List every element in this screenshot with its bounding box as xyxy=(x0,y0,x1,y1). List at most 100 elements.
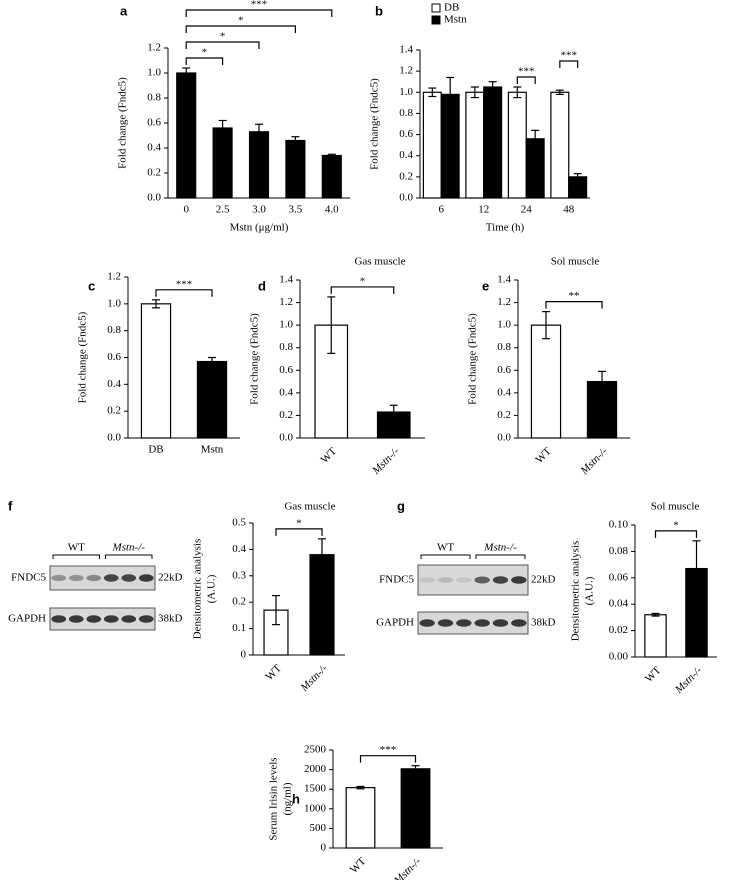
bar xyxy=(212,127,233,199)
y-axis-label: Fold change (Fndc5) xyxy=(77,311,89,403)
error-bar xyxy=(555,89,564,96)
blot-group-label: WT xyxy=(437,542,454,554)
significance-label: * xyxy=(238,15,244,27)
legend-label: Mstn xyxy=(444,14,467,26)
x-tick-label: Mstn xyxy=(201,444,224,456)
blot-strip xyxy=(49,607,156,631)
y-axis-label: Fold change (Fndc5) xyxy=(467,313,479,405)
significance-bracket xyxy=(275,528,323,536)
y-tick-label: 0.8 xyxy=(497,341,511,353)
bar xyxy=(644,614,667,658)
blot-protein-label: GAPDH xyxy=(8,613,46,625)
significance-label: *** xyxy=(380,744,397,756)
panel-label: d xyxy=(258,278,266,293)
significance-bracket xyxy=(654,530,698,538)
blot-group-label: Mstn-/- xyxy=(112,542,146,554)
error-bar xyxy=(573,173,582,181)
y-tick-label: 0.00 xyxy=(609,651,629,663)
y-tick-label: 0.0 xyxy=(497,432,511,444)
y-tick-label: 0.0 xyxy=(107,432,121,444)
blot-size-label: 22kD xyxy=(158,572,183,584)
x-tick-label: 0 xyxy=(183,204,189,216)
y-axis-label: Fold change (Fndc5) xyxy=(249,313,261,405)
chart-title: Gas muscle xyxy=(284,501,335,513)
blot-band xyxy=(456,577,472,583)
y-tick-label: 0.6 xyxy=(147,117,161,129)
error-bar xyxy=(291,136,300,145)
y-tick-label: 0.6 xyxy=(497,364,511,376)
significance-label: * xyxy=(296,517,302,529)
significance-bracket xyxy=(330,286,395,294)
blot-band xyxy=(511,576,527,584)
significance-label: *** xyxy=(251,0,268,11)
y-tick-label: 0.4 xyxy=(147,142,161,154)
blot-strip xyxy=(49,565,156,591)
y-tick-label: 0.8 xyxy=(399,107,413,119)
significance-bracket xyxy=(545,301,603,309)
blot-group-bracket xyxy=(420,554,471,559)
x-tick-label: 24 xyxy=(521,204,533,216)
chart-title: Sol muscle xyxy=(651,501,700,513)
panel-label: c xyxy=(88,278,95,293)
y-tick-label: 0.4 xyxy=(107,378,121,390)
blot-band xyxy=(511,619,527,627)
bar xyxy=(321,154,342,199)
y-tick-label: 0 xyxy=(241,649,247,661)
bar xyxy=(400,768,431,849)
x-tick-label: 48 xyxy=(563,204,575,216)
y-axis-label: Densitometric analysis xyxy=(192,539,204,640)
y-tick-label: 0.2 xyxy=(232,596,246,608)
bar xyxy=(176,72,197,199)
blot-band xyxy=(121,615,137,623)
x-tick-label: Mstn-/- xyxy=(370,445,402,477)
blot-band xyxy=(51,574,67,582)
y-tick-label: 1.4 xyxy=(399,44,413,56)
significance-bracket xyxy=(185,25,296,33)
error-bar xyxy=(692,540,701,597)
error-bar xyxy=(513,86,522,99)
blot-band xyxy=(456,619,472,627)
error-bar xyxy=(651,612,660,617)
y-tick-label: 0.4 xyxy=(497,386,511,398)
bar xyxy=(507,91,527,199)
x-axis-label: Mstn (μg/ml) xyxy=(230,222,289,234)
significance-bracket xyxy=(359,755,417,763)
blot-band xyxy=(437,619,454,627)
x-tick-label: 6 xyxy=(439,204,445,216)
y-tick-label: 0.0 xyxy=(279,432,293,444)
chart-title: Sol muscle xyxy=(551,256,600,268)
panel-label: h xyxy=(292,791,300,806)
y-tick-label: 0.2 xyxy=(399,170,413,182)
bar xyxy=(196,360,228,439)
blot-group-bracket xyxy=(105,554,153,559)
y-axis-label: Serum Irisin levels xyxy=(268,757,280,840)
blot-band xyxy=(419,577,435,583)
y-tick-label: 0.2 xyxy=(147,167,161,179)
blot-band xyxy=(492,576,509,584)
panel-label: a xyxy=(120,3,128,18)
legend-label: DB xyxy=(444,2,459,14)
y-tick-label: 0.5 xyxy=(232,517,246,529)
blot-group-label: WT xyxy=(68,542,85,554)
error-bar xyxy=(531,129,540,148)
significance-bracket xyxy=(185,41,260,49)
y-tick-label: 0.6 xyxy=(107,351,121,363)
chart-title: Gas muscle xyxy=(354,256,405,268)
y-tick-label: 0.02 xyxy=(609,624,628,636)
legend-swatch xyxy=(431,15,441,25)
blot-band xyxy=(103,574,119,582)
error-bar xyxy=(411,765,420,773)
y-tick-label: 1.2 xyxy=(399,65,413,77)
error-bar xyxy=(218,119,227,137)
y-tick-label: 0.4 xyxy=(279,386,293,398)
bar xyxy=(422,91,442,199)
blot-band xyxy=(474,576,490,584)
y-tick-label: 0.10 xyxy=(609,519,629,531)
y-tick-label: 0.3 xyxy=(232,569,246,581)
blot-group-label: Mstn-/- xyxy=(483,542,517,554)
x-tick-label: 4.0 xyxy=(325,204,339,216)
blot-group-bracket xyxy=(475,554,526,559)
y-tick-label: 0.0 xyxy=(147,192,161,204)
y-tick-label: 0 xyxy=(321,842,327,854)
